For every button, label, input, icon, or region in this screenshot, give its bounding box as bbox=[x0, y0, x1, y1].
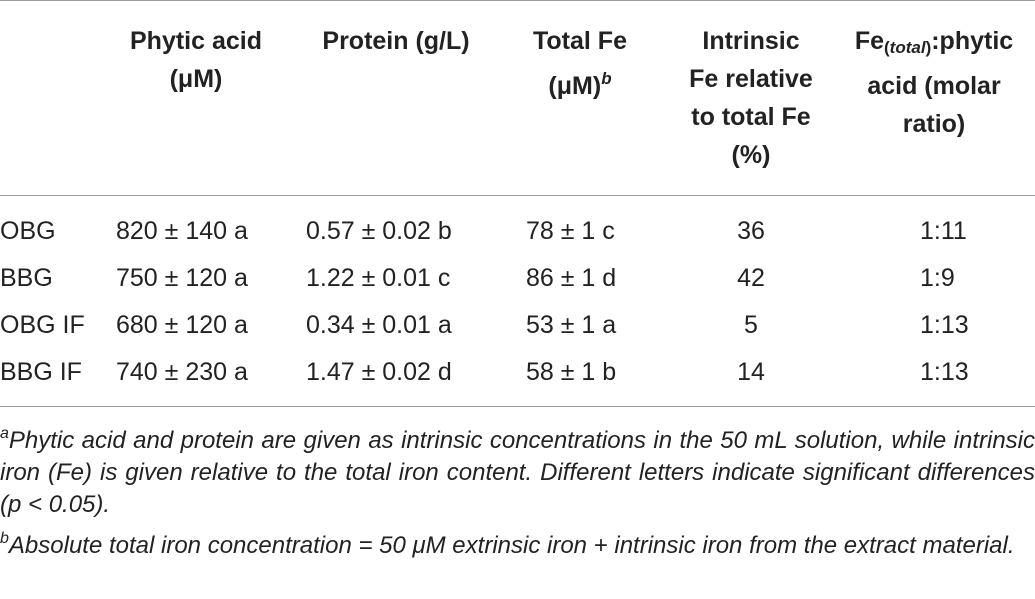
header-fe-phytic-ratio: Fe(total):phytic acid (molar ratio) bbox=[834, 22, 1034, 143]
header-ratio-fe: Fe bbox=[854, 27, 884, 55]
footnote-a: aPhytic acid and protein are given as in… bbox=[0, 418, 1035, 521]
header-total-fe-line2: (μM)b bbox=[520, 60, 640, 105]
row-protein: 1.22 ± 0.01 c bbox=[306, 264, 451, 292]
row-name: BBG IF bbox=[0, 358, 82, 386]
row-protein: 0.34 ± 0.01 a bbox=[306, 311, 452, 339]
row-protein: 1.47 ± 0.02 d bbox=[306, 358, 452, 386]
header-ratio-line3: ratio) bbox=[902, 110, 966, 138]
footnote-b-text: Absolute total iron concentration = 50 μ… bbox=[8, 532, 1015, 559]
header-ratio-line1: Fe(total):phytic bbox=[834, 22, 1034, 67]
row-total-fe: 58 ± 1 b bbox=[526, 358, 617, 386]
header-intrinsic-fe: Intrinsic Fe relative to total Fe (%) bbox=[676, 22, 826, 174]
header-ratio-sub-open: ( bbox=[884, 38, 890, 57]
header-ratio-sub-word: total bbox=[889, 38, 926, 57]
header-total-fe: Total Fe (μM)b bbox=[520, 22, 640, 105]
row-ratio: 1:11 bbox=[920, 217, 967, 245]
header-intrinsic-line2: Fe relative bbox=[689, 65, 813, 93]
row-ratio: 1:9 bbox=[920, 264, 955, 292]
header-ratio-line2: acid (molar bbox=[867, 72, 1001, 100]
row-protein: 0.57 ± 0.02 b bbox=[306, 217, 452, 245]
row-intrinsic: 14 bbox=[737, 358, 765, 386]
header-total-fe-line1: Total Fe bbox=[533, 27, 627, 55]
header-intrinsic-line4: (%) bbox=[731, 141, 771, 169]
row-ratio: 1:13 bbox=[920, 358, 969, 386]
header-ratio-subscript: (total) bbox=[884, 38, 931, 57]
row-total-fe: 86 ± 1 d bbox=[526, 264, 617, 292]
footnote-a-mark: a bbox=[0, 425, 9, 442]
header-intrinsic-line1: Intrinsic bbox=[702, 27, 800, 55]
header-protein: Protein (g/L) bbox=[306, 22, 486, 60]
row-intrinsic: 36 bbox=[737, 217, 765, 245]
row-intrinsic: 5 bbox=[744, 311, 758, 339]
table-top-rule bbox=[0, 0, 1035, 1]
header-phytic-acid-line1: Phytic acid bbox=[130, 27, 262, 55]
row-intrinsic: 42 bbox=[737, 264, 765, 292]
row-phytic: 740 ± 230 a bbox=[116, 358, 248, 386]
header-total-fe-footnote-mark: b bbox=[601, 69, 612, 88]
table-header-rule bbox=[0, 195, 1035, 196]
header-ratio-sub-close: ) bbox=[925, 38, 932, 57]
row-phytic: 750 ± 120 a bbox=[116, 264, 248, 292]
table-bottom-rule bbox=[0, 406, 1035, 407]
header-intrinsic-line3: to total Fe bbox=[691, 103, 811, 131]
header-phytic-acid: Phytic acid (μM) bbox=[116, 22, 276, 98]
footnote-a-text: Phytic acid and protein are given as int… bbox=[0, 427, 1035, 518]
header-ratio-line1-rest: :phytic bbox=[931, 27, 1014, 55]
row-name: BBG bbox=[0, 264, 53, 292]
row-name: OBG IF bbox=[0, 311, 85, 339]
footnote-b-mark: b bbox=[0, 530, 9, 547]
row-total-fe: 78 ± 1 c bbox=[526, 217, 615, 245]
header-protein-label: Protein (g/L) bbox=[322, 27, 470, 55]
row-name: OBG bbox=[0, 217, 56, 245]
footnote-b: bAbsolute total iron concentration = 50 … bbox=[0, 523, 1035, 562]
row-total-fe: 53 ± 1 a bbox=[526, 311, 617, 339]
row-phytic: 820 ± 140 a bbox=[116, 217, 248, 245]
row-phytic: 680 ± 120 a bbox=[116, 311, 248, 339]
header-total-fe-unit: (μM) bbox=[548, 72, 602, 100]
row-ratio: 1:13 bbox=[920, 311, 969, 339]
header-phytic-acid-line2: (μM) bbox=[169, 65, 223, 93]
